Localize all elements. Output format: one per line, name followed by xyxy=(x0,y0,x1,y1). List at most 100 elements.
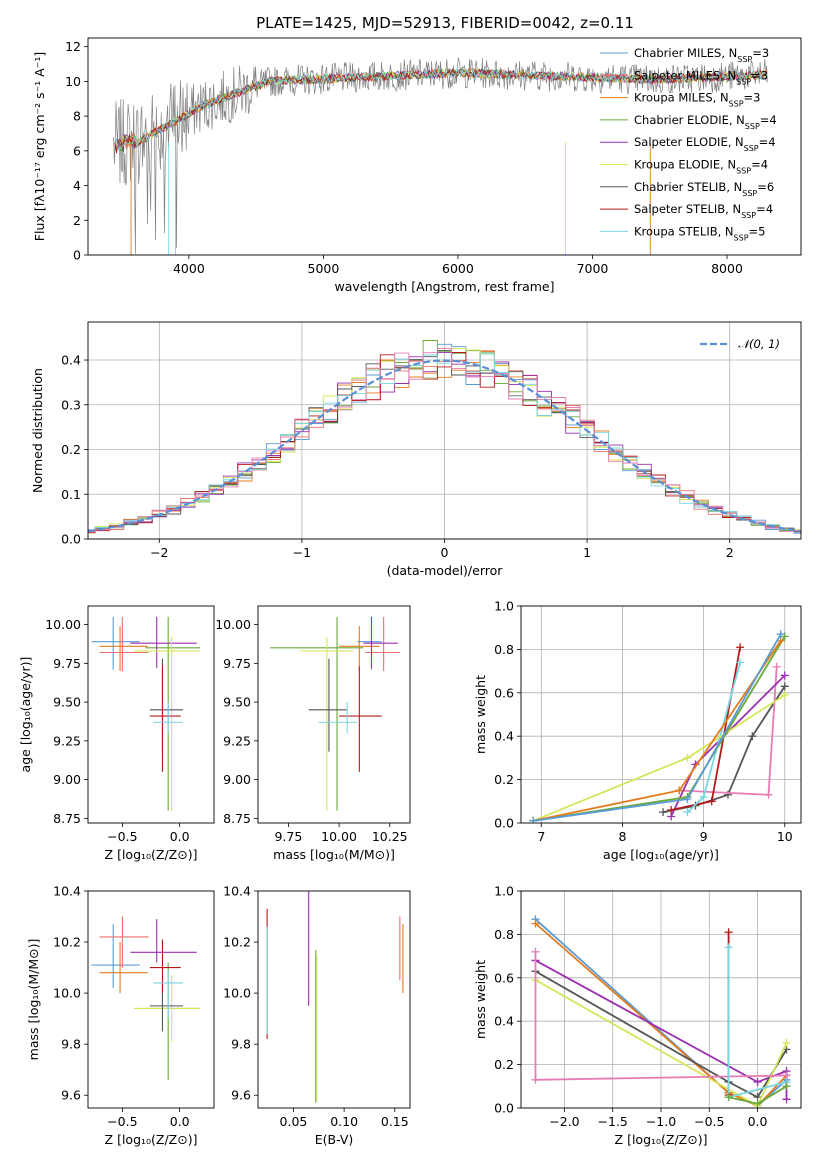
y-tick-label: 9.75 xyxy=(223,656,251,671)
data-point xyxy=(99,616,149,672)
y-tick-label: 9.00 xyxy=(53,772,81,787)
x-tick-label: 2 xyxy=(726,545,734,560)
x-tick-label: 6000 xyxy=(442,261,474,276)
y-axis-label: age [log₁₀(age/yr)] xyxy=(18,657,33,773)
legend-value: =4 xyxy=(751,158,768,172)
panel-6: 0.05 0.10 0.15 9.6 9.8 10.0 10.2 10.4 E(B-V) xyxy=(223,884,411,1147)
y-tick-label: 0.6 xyxy=(494,970,514,985)
panel-2: −0.5 0.0 8.75 9.00 9.25 9.50 9.75 10.00 Z [log₁₀… xyxy=(18,605,215,862)
y-axis-label: mass weight xyxy=(473,960,488,1039)
data-point xyxy=(99,942,148,994)
plus-marker xyxy=(753,1099,762,1108)
x-axis-label: E(B-V) xyxy=(315,1132,354,1147)
legend-subscript: SSP xyxy=(742,188,757,197)
panel-4: 7 8 9 10 0.0 0.2 0.4 0.6 0.8 1.0 age [log₁₀(age/yr… xyxy=(473,599,802,862)
x-tick-label: 0.0 xyxy=(170,1114,190,1129)
residual-histogram xyxy=(88,352,801,534)
plot-area xyxy=(91,616,201,811)
x-tick-label: 0.05 xyxy=(280,1114,308,1129)
data-point xyxy=(99,626,148,672)
legend-subscript: SSP xyxy=(729,99,744,108)
y-tick-label: 0.4 xyxy=(61,353,81,368)
y-tick-label: 0.2 xyxy=(494,772,514,787)
data-point xyxy=(91,924,140,989)
plot-area xyxy=(113,57,768,255)
observed-spectrum xyxy=(113,57,768,254)
y-tick-label: 4 xyxy=(73,178,81,193)
data-point xyxy=(145,962,201,1080)
y-tick-label: 8.75 xyxy=(223,811,251,826)
plus-marker xyxy=(782,1095,791,1104)
plot-area xyxy=(266,891,404,1103)
y-tick-label: 9.25 xyxy=(223,733,251,748)
x-tick-label: 1 xyxy=(583,545,591,560)
y-tick-label: 10.2 xyxy=(53,935,81,950)
plus-marker xyxy=(736,658,745,667)
y-tick-label: 9.8 xyxy=(231,1037,251,1052)
y-tick-label: 10.4 xyxy=(53,884,81,899)
plus-marker xyxy=(782,1082,791,1091)
x-tick-label: 8000 xyxy=(711,261,743,276)
y-tick-label: 0.8 xyxy=(494,642,514,657)
plus-marker xyxy=(683,795,692,804)
axes-frame xyxy=(520,605,802,824)
legend-subscript: SSP xyxy=(734,233,749,242)
data-point xyxy=(130,616,197,668)
y-tick-label: 0.1 xyxy=(61,487,81,502)
data-point xyxy=(133,637,201,811)
legend-value: =3 xyxy=(751,68,768,82)
x-tick-label: 0.10 xyxy=(330,1114,358,1129)
axes-frame xyxy=(87,605,215,824)
y-tick-label: 10.4 xyxy=(223,884,251,899)
legend-subscript: SSP xyxy=(736,77,751,86)
y-tick-label: 0.4 xyxy=(494,729,514,744)
x-tick-label: −0.5 xyxy=(694,1114,724,1129)
legend-label: Salpeter MILES, NSSP=3 xyxy=(634,68,768,86)
y-tick-label: 10.0 xyxy=(223,986,251,1001)
y-tick-label: 0.2 xyxy=(494,1057,514,1072)
x-tick-label: 8 xyxy=(618,829,626,844)
legend-value: =6 xyxy=(757,180,774,194)
axes-frame xyxy=(87,890,215,1109)
plus-marker xyxy=(753,1077,762,1086)
x-tick-label: −0.5 xyxy=(107,829,137,844)
y-tick-label: 0.0 xyxy=(494,1101,514,1116)
legend-value: =4 xyxy=(756,202,773,216)
x-tick-label: −1.0 xyxy=(646,1114,676,1129)
plus-marker xyxy=(724,1093,733,1102)
data-point xyxy=(91,616,140,670)
gridlines xyxy=(521,605,801,824)
x-axis-label: mass [log₁₀(M/M⊙)] xyxy=(273,847,395,862)
x-tick-label: 10.00 xyxy=(321,829,357,844)
y-tick-label: 8.75 xyxy=(53,811,81,826)
data-point xyxy=(365,616,400,672)
x-axis-label: Z [log₁₀(Z/Z⊙)] xyxy=(105,1132,198,1147)
plus-marker xyxy=(659,808,668,817)
data-point xyxy=(149,666,181,772)
legend-label: Kroupa MILES, NSSP=3 xyxy=(634,91,760,109)
plus-marker xyxy=(782,1038,791,1047)
x-tick-label: −2.0 xyxy=(549,1114,579,1129)
y-tick-label: 0.2 xyxy=(61,442,81,457)
plus-marker xyxy=(675,786,684,795)
y-axis-label: mass [log₁₀(M/M⊙)] xyxy=(26,939,41,1061)
plus-marker xyxy=(699,792,708,801)
y-tick-label: 0.0 xyxy=(61,532,81,547)
x-tick-label: 9 xyxy=(700,829,708,844)
x-axis-label: wavelength [Angstrom, rest frame] xyxy=(334,279,554,294)
y-tick-label: 9.8 xyxy=(61,1037,81,1052)
normal-curve xyxy=(88,359,801,533)
y-tick-label: 1.0 xyxy=(494,884,514,899)
plus-marker xyxy=(707,797,716,806)
data-point xyxy=(149,939,181,994)
data-point xyxy=(153,970,184,1019)
x-tick-label: 7 xyxy=(537,829,545,844)
panel-1: −2 −1 0 1 2 0.0 0.1 0.2 0.3 0.4 (data-model)/error… xyxy=(30,321,802,578)
data-point xyxy=(318,702,358,734)
residual-histogram xyxy=(88,347,801,533)
y-tick-label: 9.50 xyxy=(53,695,81,710)
residual-histogram xyxy=(88,340,801,532)
plus-marker xyxy=(531,947,540,956)
model-spectrum-line xyxy=(114,67,768,151)
